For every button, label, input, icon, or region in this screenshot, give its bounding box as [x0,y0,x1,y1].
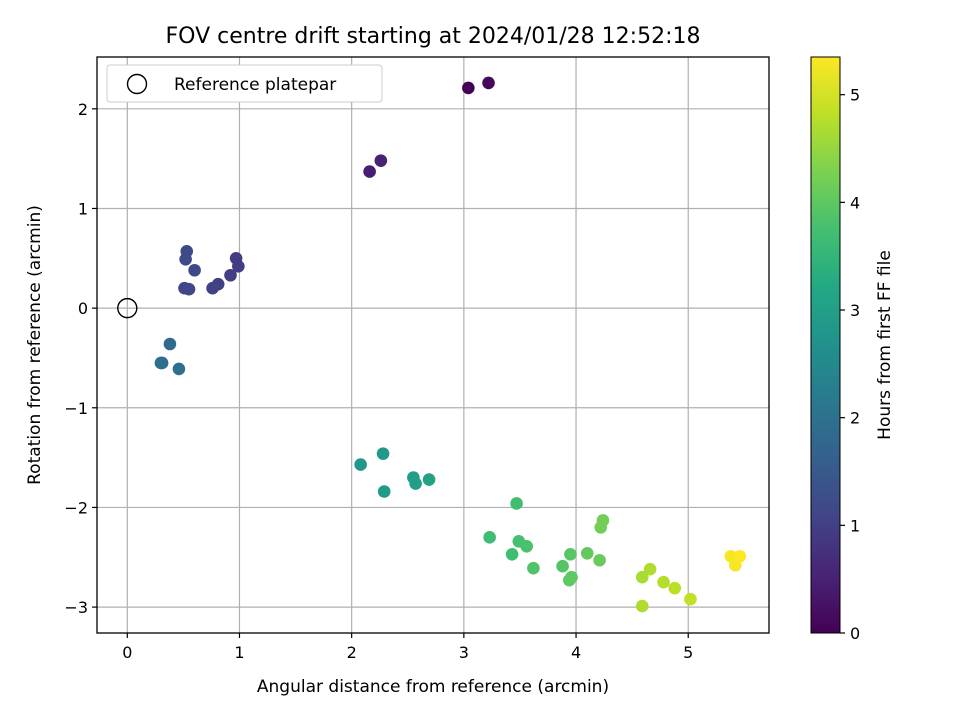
scatter-point [505,547,519,561]
scatter-point [643,562,657,576]
scatter-point [172,362,186,376]
y-tick-label: −1 [64,399,88,418]
colorbar-ticks: 0 1 2 3 4 5 [840,86,860,643]
x-tick-label: 5 [683,643,693,662]
scatter-point [733,549,747,563]
scatter-point [374,154,388,167]
scatter-point [483,531,496,544]
scatter-point [668,581,682,595]
scatter-point [565,570,578,584]
grid-lines [97,57,769,633]
x-tick-label: 4 [571,643,581,662]
colorbar-tick-label: 3 [850,301,860,320]
scatter-point [596,514,610,527]
scatter-point [520,540,533,553]
x-axis-label: Angular distance from reference (arcmin) [257,677,609,697]
data-points [154,76,747,613]
y-tick-label: −2 [64,498,88,517]
scatter-point [564,547,577,561]
colorbar-tick-label: 1 [850,516,860,535]
x-tick-label: 0 [122,643,132,662]
legend-marker [126,73,148,95]
scatter-point [510,497,523,510]
y-tick-label: −3 [64,598,88,617]
legend: Reference platepar [106,64,383,103]
scatter-point [422,473,436,486]
x-axis-ticks: 0 1 2 3 4 5 [122,633,693,662]
scatter-point [684,592,697,606]
scatter-point [354,458,367,471]
scatter-point [182,282,196,296]
scatter-point [163,337,177,351]
x-tick-label: 1 [234,643,244,662]
colorbar-tick-label: 4 [850,193,860,212]
scatter-point [635,599,649,613]
colorbar-gradient [810,56,841,634]
colorbar-label: Hours from first FF file [875,250,895,440]
y-axis-label: Rotation from reference (arcmin) [25,205,45,485]
scatter-point [155,356,169,370]
y-tick-label: 2 [78,100,88,119]
scatter-point [593,553,606,567]
scatter-point [363,165,376,178]
scatter-point [206,281,219,295]
legend-label: Reference platepar [174,75,336,95]
colorbar: 0 1 2 3 4 5 Hours from first FF file [810,56,895,643]
scatter-point [462,81,475,95]
y-tick-label: 1 [78,199,88,218]
scatter-point [179,252,192,266]
scatter-point [232,259,245,273]
reference-marker [117,297,138,319]
scatter-point [556,559,569,573]
x-tick-label: 2 [347,643,357,662]
scatter-point [376,447,390,460]
y-axis-ticks: −3 −2 −1 0 1 2 [64,100,97,617]
scatter-point [657,575,670,589]
y-tick-label: 0 [78,299,88,318]
scatter-point [527,561,540,575]
scatter-point [188,263,201,277]
x-tick-label: 3 [459,643,469,662]
scatter-point [580,546,594,560]
reference-platepar-point [117,297,138,319]
scatter-point [224,268,237,282]
scatter-point [482,76,495,90]
plot-frame [96,56,770,634]
colorbar-tick-label: 0 [850,624,860,643]
colorbar-tick-label: 2 [850,409,860,428]
legend-box [106,64,383,103]
colorbar-tick-label: 5 [850,86,860,105]
scatter-point [635,570,649,584]
chart-title: FOV centre drift starting at 2024/01/28 … [166,24,701,49]
scatter-point [377,485,391,498]
scatter-point [409,477,422,490]
